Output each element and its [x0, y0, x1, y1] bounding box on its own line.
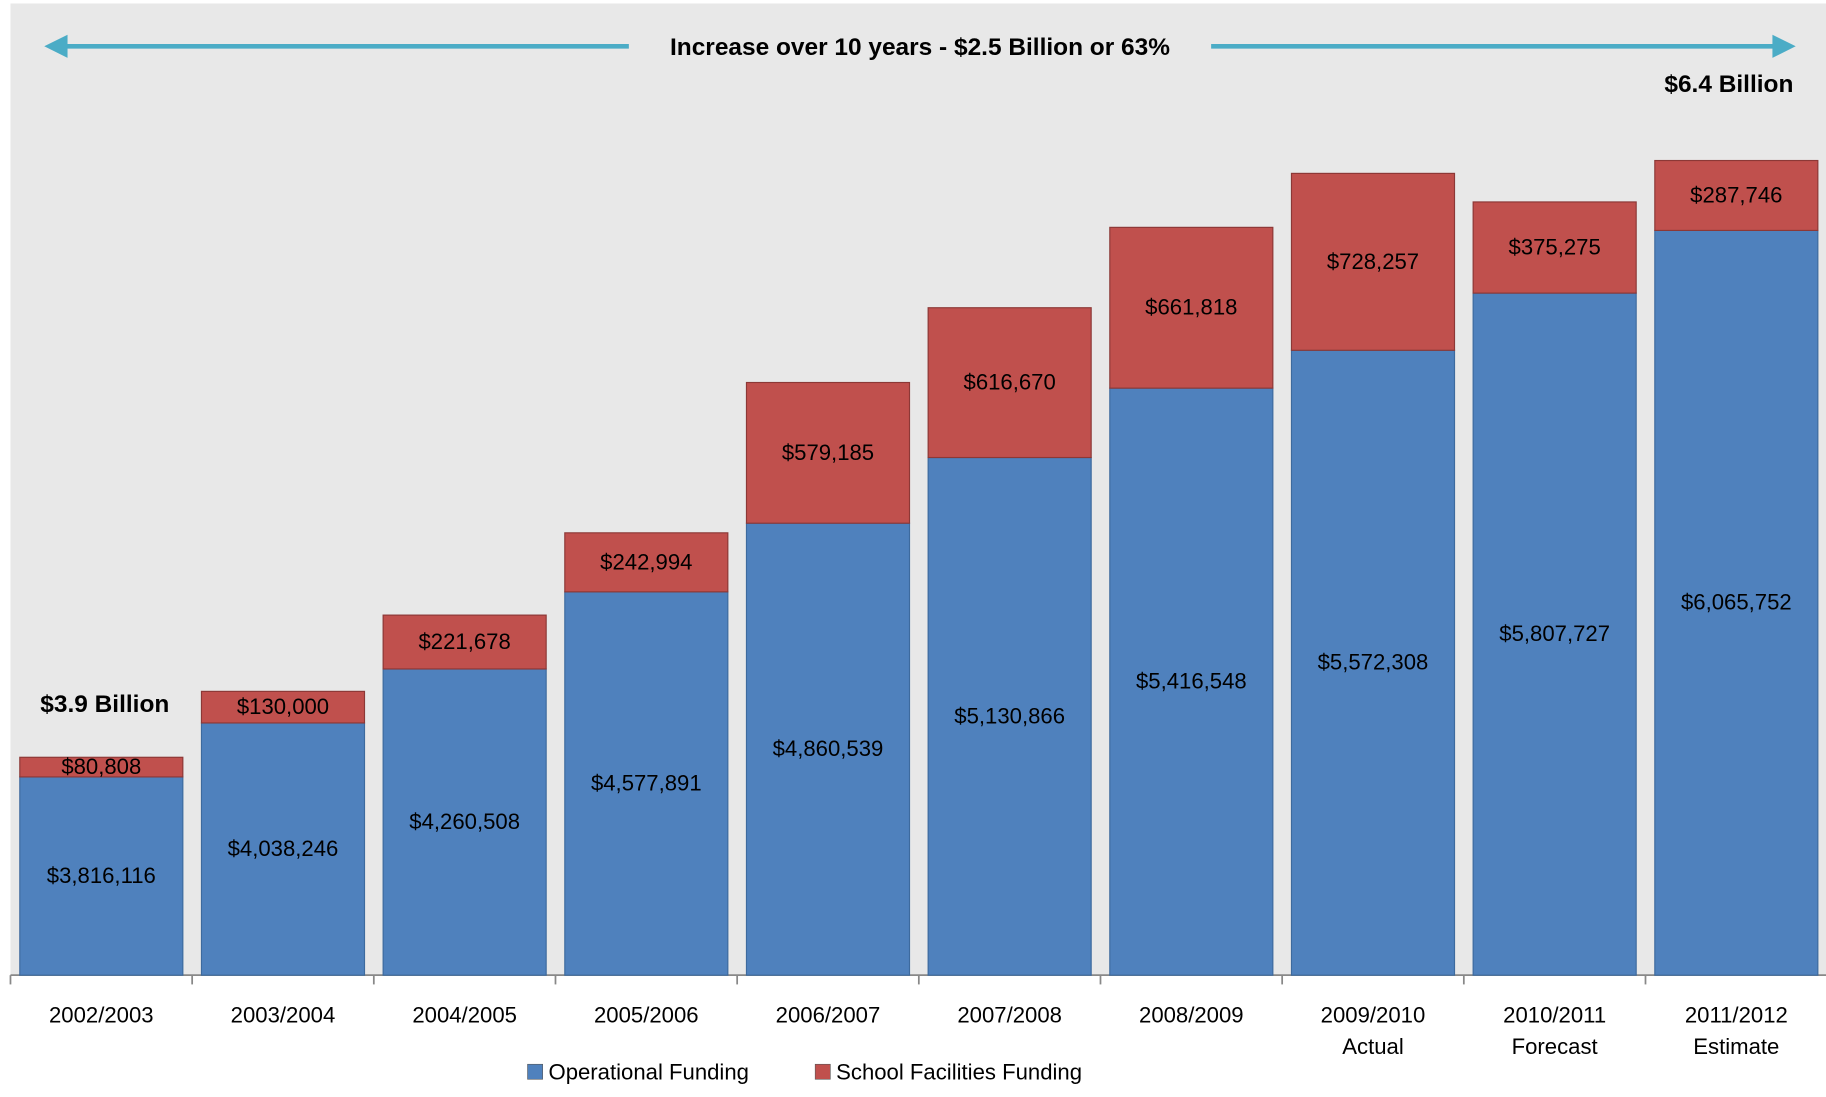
legend-swatch [814, 1063, 831, 1080]
x-tick-label-box: 2006/2007 [775, 1004, 881, 1029]
annotation-bg [628, 27, 1212, 68]
data-label: $242,994 [600, 549, 692, 574]
data-label: $375,275 [1509, 235, 1601, 260]
x-tick-label: 2011/2012 Estimate [1684, 1004, 1788, 1060]
data-label: $6,065,752 [1681, 590, 1792, 615]
x-tick-label-box: 2007/2008 [957, 1004, 1062, 1029]
bar-segment [1654, 159, 1819, 231]
x-tick-label-box: 2009/2010 Actual [1320, 1004, 1426, 1060]
x-tick-label-box: 2004/2005 [412, 1004, 517, 1029]
bar-segment [1472, 292, 1637, 976]
bar-segment [200, 690, 366, 724]
data-label: $221,678 [419, 629, 511, 654]
bar-segment [1109, 226, 1274, 389]
data-label: $579,185 [782, 440, 874, 465]
bar-segment [19, 776, 184, 976]
bar-segment [1290, 172, 1456, 351]
annotation: $3.9 Billion [40, 691, 169, 718]
annotation: $6.4 Billion [1664, 71, 1793, 98]
x-tick-label: 2006/2007 [775, 1004, 881, 1029]
x-tick-label: 2009/2010 Actual [1320, 1004, 1426, 1060]
data-label: $3,816,116 [47, 863, 156, 888]
legend-label: Operational Funding [548, 1059, 748, 1084]
x-tick-label: 2005/2006 [594, 1004, 699, 1029]
bar-segment [1654, 229, 1819, 976]
data-label: $661,818 [1145, 295, 1237, 320]
x-tick-label: 2002/2003 [49, 1004, 154, 1029]
legend-label: School Facilities Funding [836, 1059, 1082, 1084]
x-tick-label-box: 2011/2012 Estimate [1684, 1004, 1788, 1060]
bar-segment [564, 532, 729, 593]
x-tick-label-box: 2002/2003 [49, 1004, 154, 1029]
bar-segment [1472, 201, 1637, 294]
x-tick-label-box: 2008/2009 [1139, 1004, 1244, 1029]
data-label: $5,416,548 [1136, 669, 1247, 694]
bar-segment [382, 614, 547, 670]
bar-segment [745, 381, 911, 524]
data-label: $4,860,539 [773, 736, 884, 761]
data-label: $4,038,246 [228, 836, 339, 861]
data-label: $5,807,727 [1499, 621, 1610, 646]
x-tick-label-box: 2003/2004 [230, 1004, 336, 1029]
x-tick-label: 2004/2005 [412, 1004, 517, 1029]
x-tick-label: 2003/2004 [230, 1004, 336, 1029]
data-label: $287,746 [1690, 183, 1782, 208]
x-tick-label-box: 2010/2011 Forecast [1503, 1004, 1607, 1060]
bar-segment [927, 456, 1092, 976]
bar-segment [927, 307, 1092, 459]
data-label: $728,257 [1327, 249, 1419, 274]
data-label: $4,577,891 [591, 771, 702, 796]
data-label: $4,260,508 [409, 809, 520, 834]
bar-segment [200, 722, 366, 976]
bar-segment [1290, 349, 1456, 976]
x-tick-label: 2007/2008 [957, 1004, 1062, 1029]
legend-swatch [527, 1063, 543, 1080]
data-label: $80,808 [61, 754, 141, 779]
data-label: $5,130,866 [954, 703, 1065, 728]
data-label: $616,670 [964, 370, 1056, 395]
data-label: $130,000 [237, 694, 329, 719]
x-tick-label-box: 2005/2006 [594, 1004, 699, 1029]
data-label: $5,572,308 [1318, 650, 1429, 675]
bar-segment [382, 668, 547, 976]
annotation: Increase over 10 years - $2.5 Billion or… [670, 34, 1170, 61]
bar-segment [19, 756, 184, 778]
arrow-head [44, 34, 68, 58]
arrow-head [1772, 34, 1796, 58]
x-tick-label: 2010/2011 Forecast [1503, 1004, 1607, 1060]
x-tick-label: 2008/2009 [1139, 1004, 1244, 1029]
bar-segment [564, 591, 729, 976]
